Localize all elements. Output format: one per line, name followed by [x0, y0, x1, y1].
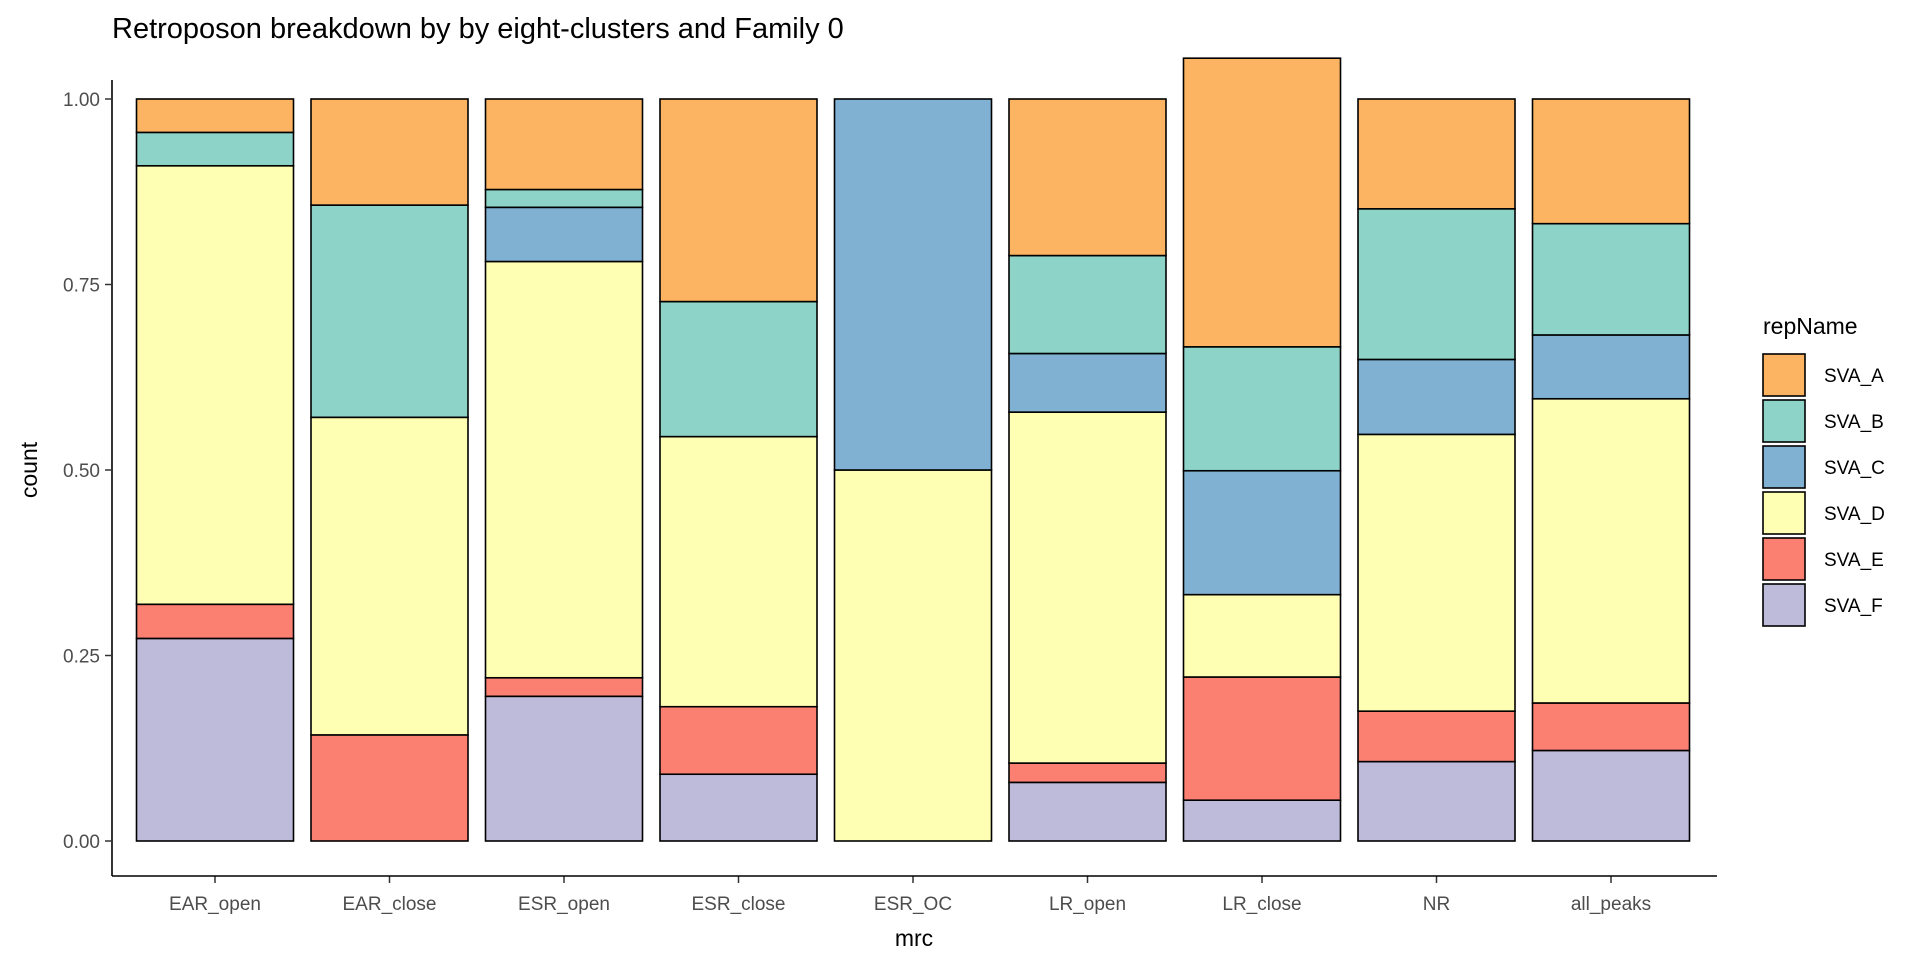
bar-segment-sva-b-esr-open [484, 188, 644, 209]
bar-segment-sva-e-ear-close [310, 734, 469, 842]
chart-title: Retroposon breakdown by by eight-cluster… [112, 13, 844, 45]
bar-segment-sva-e-lr-open [1008, 762, 1167, 784]
bar-segment-sva-e-ear-open [135, 603, 295, 640]
bar-segment-sva-d-all-peaks [1531, 397, 1691, 704]
x-tick-label: EAR_open [169, 894, 261, 915]
x-tick-label: all_peaks [1571, 894, 1651, 915]
legend-label-sva-c: SVA_C [1824, 458, 1885, 479]
bar-segment-sva-f-all-peaks [1531, 749, 1691, 842]
bar-segment-sva-c-lr-close [1182, 469, 1342, 596]
bar-segment-sva-f-lr-close [1182, 799, 1342, 842]
bar-segment-sva-b-lr-close [1182, 346, 1342, 472]
legend-label-sva-f: SVA_F [1824, 596, 1883, 617]
bar-segment-sva-f-lr-open [1008, 781, 1167, 842]
legend-key-sva-f [1762, 583, 1806, 627]
bar-segment-sva-d-nr [1357, 433, 1516, 712]
bar-segment-sva-c-all-peaks [1531, 334, 1691, 400]
bar-segment-sva-b-esr-close [659, 300, 818, 438]
x-tick-label: ESR_OC [874, 894, 952, 915]
y-axis-title: count [16, 441, 42, 498]
bar-segment-sva-a-lr-open [1008, 98, 1167, 257]
legend: repName SVA_A SVA_B SVA_C SVA_D SVA_E SVA_F [1762, 313, 1885, 627]
bar-segment-sva-c-nr [1357, 358, 1516, 436]
bar-segment-sva-e-nr [1357, 710, 1516, 763]
x-tick-label: NR [1423, 894, 1450, 915]
bar-segment-sva-d-lr-open [1008, 411, 1167, 764]
y-tick-label: 0.75 [63, 276, 100, 297]
legend-key-sva-d [1762, 491, 1806, 535]
bar-segment-sva-b-ear-open [135, 131, 295, 167]
bar-segment-sva-a-lr-close [1182, 57, 1342, 348]
bar-segment-sva-e-esr-open [484, 676, 644, 698]
x-tick-label: ESR_open [518, 894, 610, 915]
bar-segment-sva-b-lr-open [1008, 254, 1167, 355]
legend-key-sva-e [1762, 537, 1806, 581]
axes-layer: EAR_open EAR_close ESR_open ESR_close ESR_OC… [63, 80, 1717, 915]
bar-segment-sva-e-all-peaks [1531, 702, 1691, 752]
y-tick-label: 1.00 [63, 90, 100, 111]
bar-segment-sva-a-nr [1357, 98, 1516, 210]
bar-segment-sva-d-esr-open [484, 260, 644, 679]
legend-key-sva-a [1762, 353, 1806, 397]
bar-segment-sva-f-ear-open [135, 637, 295, 842]
bar-segment-sva-c-esr-oc [833, 98, 993, 471]
bar-segment-sva-f-esr-open [484, 695, 644, 842]
bar-segment-sva-d-esr-oc [833, 469, 993, 842]
x-tick-label: EAR_close [343, 894, 437, 915]
bar-segment-sva-c-esr-open [484, 206, 644, 263]
legend-title: repName [1763, 313, 1858, 339]
bar-segment-sva-b-nr [1357, 208, 1516, 361]
bar-segment-sva-a-esr-close [659, 98, 818, 303]
legend-label-sva-d: SVA_D [1824, 504, 1885, 525]
bar-segment-sva-a-all-peaks [1531, 98, 1691, 225]
bar-segment-sva-f-esr-close [659, 773, 818, 842]
bar-segment-sva-b-ear-close [310, 204, 469, 419]
bar-segment-sva-e-esr-close [659, 705, 818, 776]
legend-label-sva-b: SVA_B [1824, 412, 1884, 433]
bar-segment-sva-e-lr-close [1182, 676, 1342, 801]
legend-label-sva-e: SVA_E [1824, 550, 1884, 571]
y-tick-label: 0.25 [63, 647, 100, 668]
bar-segment-sva-d-ear-close [310, 416, 469, 736]
x-tick-label: ESR_close [692, 894, 786, 915]
bar-segment-sva-c-lr-open [1008, 352, 1167, 413]
x-tick-label: LR_close [1222, 894, 1301, 915]
bar-segment-sva-a-ear-open [135, 98, 295, 134]
bar-segment-sva-d-esr-close [659, 435, 818, 708]
bar-segment-sva-a-ear-close [310, 98, 469, 206]
bar-segment-sva-d-ear-open [135, 164, 295, 606]
y-tick-label: 0.00 [63, 832, 100, 853]
x-axis-title: mrc [895, 925, 933, 951]
bar-segment-sva-b-all-peaks [1531, 222, 1691, 336]
bars-layer [135, 57, 1691, 842]
bar-segment-sva-d-lr-close [1182, 593, 1342, 678]
y-tick-label: 0.50 [63, 461, 100, 482]
legend-key-sva-c [1762, 445, 1806, 489]
bar-segment-sva-f-nr [1357, 760, 1516, 842]
bar-segment-sva-a-esr-open [484, 98, 644, 191]
legend-label-sva-a: SVA_A [1824, 366, 1884, 387]
legend-key-sva-b [1762, 399, 1806, 443]
x-tick-label: LR_open [1049, 894, 1126, 915]
